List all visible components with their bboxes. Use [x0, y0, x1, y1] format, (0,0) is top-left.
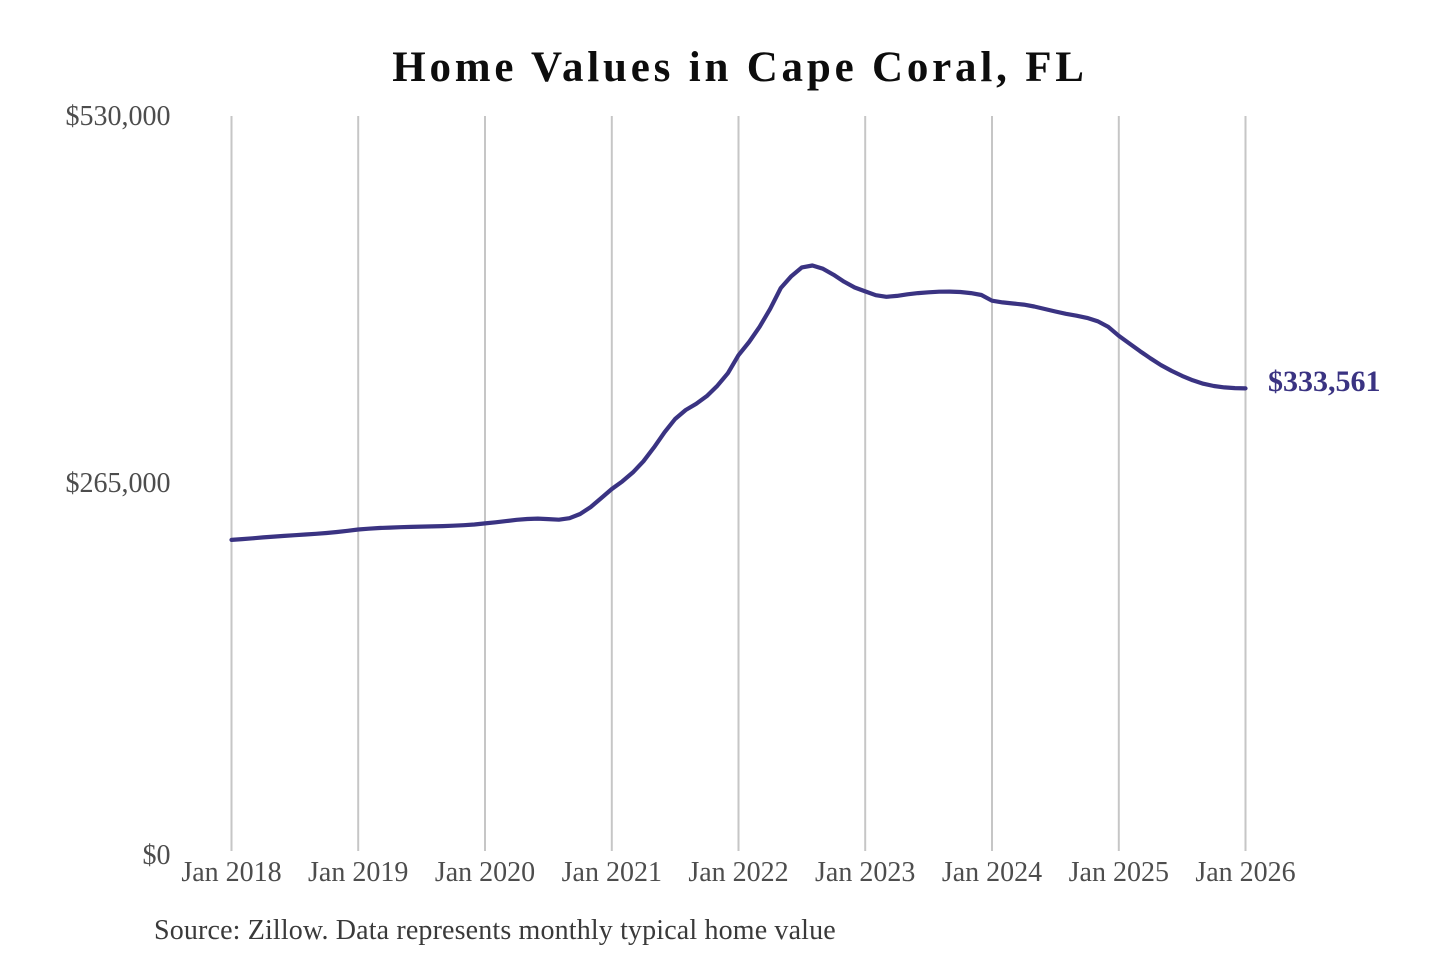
svg-text:Jan 2020: Jan 2020 [435, 857, 535, 888]
svg-text:Jan 2026: Jan 2026 [1195, 857, 1295, 888]
svg-text:Source: Zillow. Data represent: Source: Zillow. Data represents monthly … [154, 915, 836, 946]
svg-text:Jan 2024: Jan 2024 [942, 857, 1042, 888]
svg-text:Home Values in Cape Coral, FL: Home Values in Cape Coral, FL [392, 44, 1088, 91]
svg-text:$333,561: $333,561 [1268, 365, 1381, 398]
svg-text:Jan 2018: Jan 2018 [181, 857, 281, 888]
svg-text:Jan 2021: Jan 2021 [562, 857, 662, 888]
svg-text:$530,000: $530,000 [66, 101, 171, 132]
svg-text:Jan 2025: Jan 2025 [1069, 857, 1169, 888]
svg-text:Jan 2019: Jan 2019 [308, 857, 408, 888]
svg-text:Jan 2022: Jan 2022 [688, 857, 788, 888]
svg-text:$0: $0 [143, 840, 171, 871]
svg-text:$265,000: $265,000 [66, 468, 171, 499]
svg-text:Jan 2023: Jan 2023 [815, 857, 915, 888]
